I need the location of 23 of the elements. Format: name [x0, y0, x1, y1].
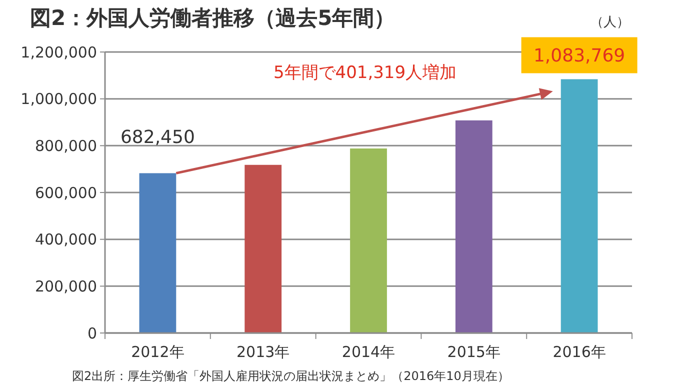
x-tick-label: 2014年: [342, 343, 396, 361]
y-tick-label: 1,000,000: [20, 90, 97, 108]
bar: [244, 164, 282, 333]
bar: [455, 120, 492, 333]
y-tick-label: 400,000: [34, 230, 97, 249]
bar: [139, 173, 176, 333]
data-label: 682,450: [120, 127, 195, 148]
chart-title: 図2：外国人労働者推移（過去5年間）: [30, 6, 396, 30]
data-label: 1,083,769: [533, 46, 626, 67]
annotation: 5年間で401,319人増加: [273, 63, 457, 83]
bar: [350, 148, 387, 333]
caption: 図2出所：厚生労働省「外国人雇用状況の届出状況まとめ」（2016年10月現在）: [72, 369, 510, 383]
y-tick-label: 200,000: [34, 277, 97, 296]
y-tick-label: 0: [87, 324, 97, 342]
x-tick-label: 2016年: [552, 343, 606, 361]
bar: [560, 79, 598, 333]
x-tick-label: 2013年: [236, 343, 290, 361]
y-tick-label: 1,200,000: [20, 43, 97, 62]
y-tick-label: 600,000: [34, 184, 97, 202]
y-axis-title: （人）: [590, 15, 630, 30]
x-tick-label: 2012年: [131, 343, 184, 361]
y-tick-label: 800,000: [34, 136, 97, 155]
x-tick-label: 2015年: [447, 343, 500, 361]
